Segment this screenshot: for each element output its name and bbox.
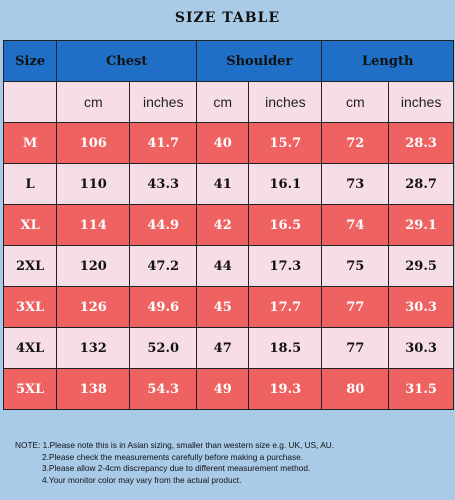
measurement-cell: 120 <box>56 245 131 287</box>
measurement-cell: 40 <box>196 122 250 164</box>
measurement-cell: 73 <box>321 163 390 205</box>
measurement-cell: 47.2 <box>129 245 198 287</box>
measurement-cell: 77 <box>321 327 390 369</box>
measurement-cell: 52.0 <box>129 327 198 369</box>
measurement-cell: 77 <box>321 286 390 328</box>
measurement-cell: 41 <box>196 163 250 205</box>
measurement-cell: 45 <box>196 286 250 328</box>
unit-cell: inches <box>388 81 454 123</box>
table-row: 4XL 132 52.0 47 18.5 77 30.3 <box>2 327 454 369</box>
measurement-cell: 47 <box>196 327 250 369</box>
measurement-cell: 44 <box>196 245 250 287</box>
table-row: L 110 43.3 41 16.1 73 28.7 <box>2 163 454 205</box>
measurement-cell: 19.3 <box>248 368 323 410</box>
note-line: 4.Your monitor color may vary from the a… <box>42 474 242 485</box>
unit-cell <box>2 81 58 123</box>
measurement-cell: 29.1 <box>388 204 454 246</box>
header-row: Size Chest Shoulder Length <box>2 40 454 82</box>
measurement-cell: 114 <box>56 204 131 246</box>
note-line: NOTE: 1.Please note this is in Asian siz… <box>15 440 335 450</box>
header-length: Length <box>321 40 454 82</box>
size-label-cell: 5XL <box>2 368 58 410</box>
size-label-cell: 4XL <box>2 327 58 369</box>
measurement-cell: 43.3 <box>129 163 198 205</box>
measurement-cell: 30.3 <box>388 327 454 369</box>
size-table: Size Chest Shoulder Length cm inches cm … <box>2 40 454 410</box>
measurement-cell: 15.7 <box>248 122 323 164</box>
measurement-cell: 29.5 <box>388 245 454 287</box>
measurement-cell: 75 <box>321 245 390 287</box>
measurement-cell: 18.5 <box>248 327 323 369</box>
measurement-cell: 54.3 <box>129 368 198 410</box>
size-label-cell: 3XL <box>2 286 58 328</box>
unit-cell: cm <box>321 81 390 123</box>
size-label-cell: L <box>2 163 58 205</box>
measurement-cell: 41.7 <box>129 122 198 164</box>
header-chest: Chest <box>56 40 198 82</box>
size-label-cell: M <box>2 122 58 164</box>
measurement-cell: 74 <box>321 204 390 246</box>
measurement-cell: 42 <box>196 204 250 246</box>
measurement-cell: 49 <box>196 368 250 410</box>
measurement-cell: 44.9 <box>129 204 198 246</box>
page-title: SIZE TABLE <box>174 10 281 26</box>
note-line: 3.Please allow 2-4cm discrepancy due to … <box>42 463 311 473</box>
measurement-cell: 110 <box>56 163 131 205</box>
header-shoulder: Shoulder <box>196 40 323 82</box>
size-label-cell: 2XL <box>2 245 58 287</box>
note-block: NOTE: 1.Please note this is in Asian siz… <box>15 440 445 486</box>
measurement-cell: 17.7 <box>248 286 323 328</box>
table-row: 2XL 120 47.2 44 17.3 75 29.5 <box>2 245 454 287</box>
units-row: cm inches cm inches cm inches <box>2 81 454 123</box>
table-row: 3XL 126 49.6 45 17.7 77 30.3 <box>2 286 454 328</box>
header-size: Size <box>2 40 58 82</box>
unit-cell: cm <box>196 81 250 123</box>
measurement-cell: 28.3 <box>388 122 454 164</box>
table-row: 5XL 138 54.3 49 19.3 80 31.5 <box>2 368 454 410</box>
table-row: M 106 41.7 40 15.7 72 28.3 <box>2 122 454 164</box>
measurement-cell: 17.3 <box>248 245 323 287</box>
measurement-cell: 106 <box>56 122 131 164</box>
measurement-cell: 138 <box>56 368 131 410</box>
table-row: XL 114 44.9 42 16.5 74 29.1 <box>2 204 454 246</box>
size-label-cell: XL <box>2 204 58 246</box>
measurement-cell: 31.5 <box>388 368 454 410</box>
measurement-cell: 126 <box>56 286 131 328</box>
measurement-cell: 132 <box>56 327 131 369</box>
note-line: 2.Please check the measurements carefull… <box>42 451 304 462</box>
measurement-cell: 30.3 <box>388 286 454 328</box>
unit-cell: inches <box>129 81 198 123</box>
measurement-cell: 72 <box>321 122 390 164</box>
unit-cell: cm <box>56 81 131 123</box>
measurement-cell: 28.7 <box>388 163 454 205</box>
measurement-cell: 16.1 <box>248 163 323 205</box>
measurement-cell: 16.5 <box>248 204 323 246</box>
unit-cell: inches <box>248 81 323 123</box>
measurement-cell: 49.6 <box>129 286 198 328</box>
measurement-cell: 80 <box>321 368 390 410</box>
